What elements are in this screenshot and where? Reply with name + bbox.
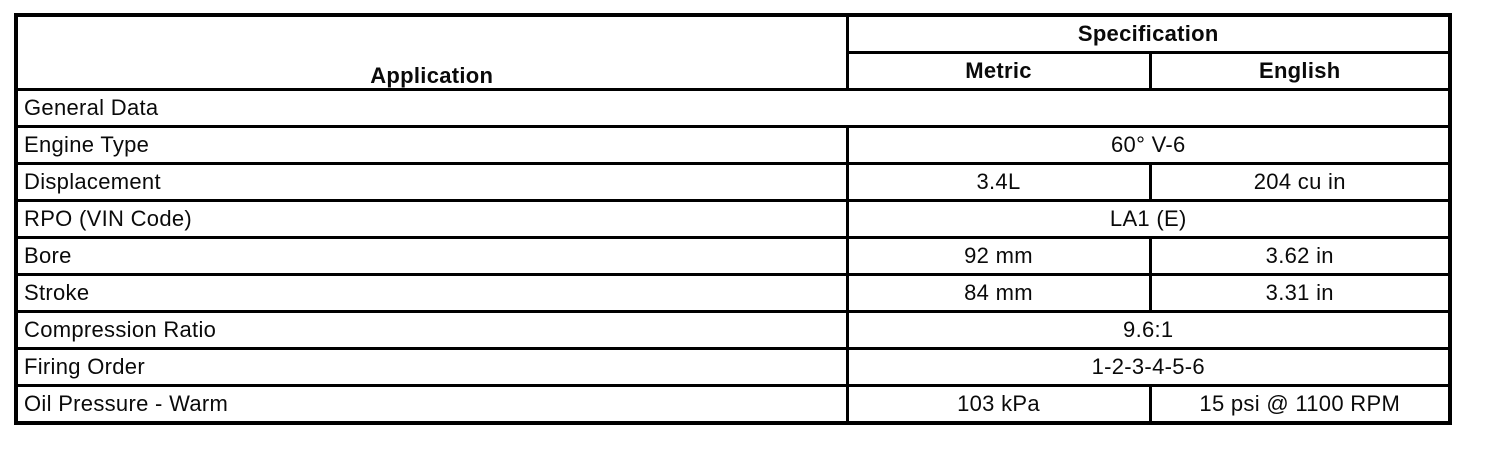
table-row: Stroke 84 mm 3.31 in <box>14 273 1452 313</box>
row-value-displacement-english: 204 cu in <box>1148 162 1452 202</box>
row-label-firing-order: Firing Order <box>14 347 849 387</box>
row-value-displacement-metric: 3.4L <box>845 162 1152 202</box>
table-row: Displacement 3.4L 204 cu in <box>14 162 1452 202</box>
section-title-general-data: General Data <box>14 88 1452 128</box>
table-row: Firing Order 1-2-3-4-5-6 <box>14 347 1452 387</box>
row-value-firing-order: 1-2-3-4-5-6 <box>845 347 1452 387</box>
table-row: Bore 92 mm 3.62 in <box>14 236 1452 276</box>
column-header-specification: Specification <box>845 13 1452 54</box>
row-value-bore-metric: 92 mm <box>845 236 1152 276</box>
column-header-application: Application <box>14 13 849 91</box>
row-value-rpo-vin-code: LA1 (E) <box>845 199 1452 239</box>
table-row: RPO (VIN Code) LA1 (E) <box>14 199 1452 239</box>
row-label-rpo-vin-code: RPO (VIN Code) <box>14 199 849 239</box>
row-value-stroke-english: 3.31 in <box>1148 273 1452 313</box>
row-label-oil-pressure-warm: Oil Pressure - Warm <box>14 384 849 425</box>
row-label-displacement: Displacement <box>14 162 849 202</box>
row-value-engine-type: 60° V-6 <box>845 125 1452 165</box>
row-value-stroke-metric: 84 mm <box>845 273 1152 313</box>
row-label-bore: Bore <box>14 236 849 276</box>
row-value-oil-pressure-metric: 103 kPa <box>845 384 1152 425</box>
column-header-english: English <box>1148 51 1452 91</box>
header-row-1: Application Specification <box>14 13 1452 91</box>
section-row: General Data <box>14 88 1452 128</box>
engine-specification-table: Application Specification Metric English… <box>14 13 1453 425</box>
row-label-stroke: Stroke <box>14 273 849 313</box>
row-value-compression-ratio: 9.6:1 <box>845 310 1452 350</box>
table-row: Oil Pressure - Warm 103 kPa 15 psi @ 110… <box>14 384 1452 425</box>
column-header-metric: Metric <box>845 51 1152 91</box>
row-value-bore-english: 3.62 in <box>1148 236 1452 276</box>
table-row: Compression Ratio 9.6:1 <box>14 310 1452 350</box>
table-row: Engine Type 60° V-6 <box>14 125 1452 165</box>
row-label-engine-type: Engine Type <box>14 125 849 165</box>
row-value-oil-pressure-english: 15 psi @ 1100 RPM <box>1148 384 1452 425</box>
row-label-compression-ratio: Compression Ratio <box>14 310 849 350</box>
header-row-2: Metric English <box>16 51 1452 91</box>
